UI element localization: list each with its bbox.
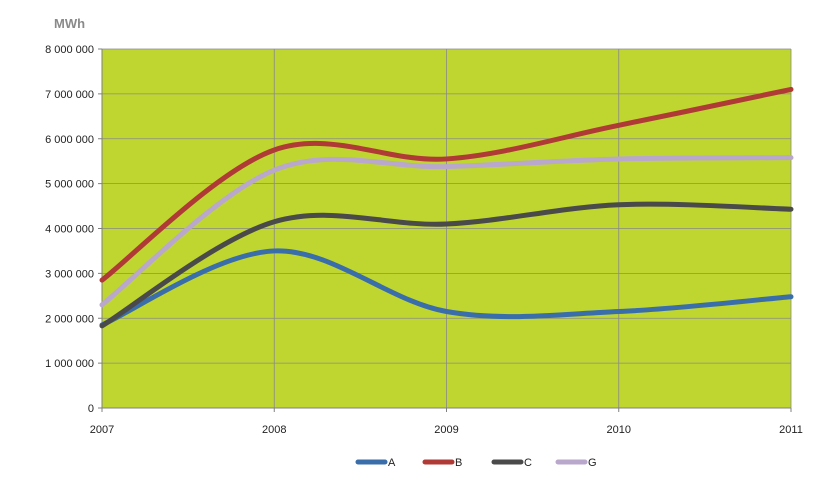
y-axis-tick-labels: 0 1 000 000 2 000 000 3 000 000 4 000 000 5 0… bbox=[45, 44, 94, 415]
legend-label-c: C bbox=[524, 457, 532, 469]
x-tick-label: 2011 bbox=[779, 424, 803, 436]
axes bbox=[98, 48, 792, 412]
y-tick-label: 6 000 000 bbox=[45, 134, 94, 146]
y-tick-label: 0 bbox=[88, 403, 94, 415]
y-tick-label: 1 000 000 bbox=[45, 358, 94, 370]
y-tick-label: 4 000 000 bbox=[45, 224, 94, 236]
series-lines bbox=[99, 86, 794, 329]
x-tick-label: 2007 bbox=[90, 424, 114, 436]
gridlines bbox=[102, 48, 792, 408]
x-tick-label: 2010 bbox=[607, 424, 631, 436]
x-tick-label: 2008 bbox=[262, 424, 286, 436]
y-tick-label: 7 000 000 bbox=[45, 89, 94, 101]
y-tick-label: 3 000 000 bbox=[45, 268, 94, 280]
y-tick-label: 8 000 000 bbox=[45, 44, 94, 56]
legend-label-g: G bbox=[588, 457, 597, 469]
y-tick-label: 5 000 000 bbox=[45, 179, 94, 191]
x-axis-tick-labels: 2007 2008 2009 2010 2011 bbox=[90, 424, 803, 436]
y-unit-label: MWh bbox=[54, 16, 85, 31]
y-tick-label: 2 000 000 bbox=[45, 313, 94, 325]
series-line-a bbox=[99, 248, 794, 328]
series-line-b bbox=[99, 86, 794, 283]
legend-label-b: B bbox=[455, 457, 462, 469]
legend-label-a: A bbox=[388, 457, 396, 469]
x-tick-label: 2009 bbox=[434, 424, 458, 436]
series-line-g bbox=[99, 155, 794, 308]
series-line-c bbox=[99, 201, 794, 329]
